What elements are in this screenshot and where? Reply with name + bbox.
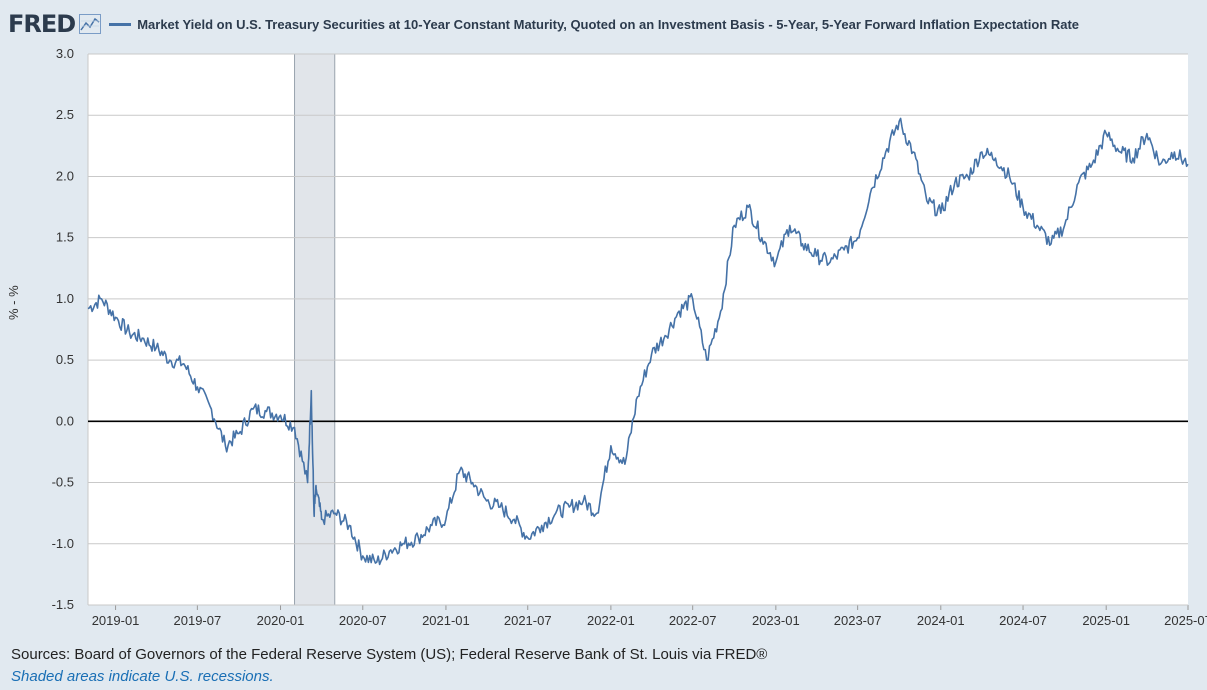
- x-tick-label: 2020-01: [257, 613, 305, 628]
- y-axis-label: % - %: [6, 285, 21, 320]
- x-tick-label: 2025-01: [1082, 613, 1130, 628]
- x-tick-label: 2022-01: [587, 613, 635, 628]
- recession-note-link[interactable]: Shaded areas indicate U.S. recessions.: [11, 668, 274, 685]
- recession-shade: [294, 53, 336, 606]
- x-tick-label: 2022-07: [669, 613, 717, 628]
- x-tick-label: 2024-01: [917, 613, 965, 628]
- x-tick-label: 2019-01: [92, 613, 140, 628]
- x-tick-label: 2023-07: [834, 613, 882, 628]
- x-tick-label: 2021-07: [504, 613, 552, 628]
- line-chart: 3.0 2.5 2.0 1.5 1.0 0.5 0.0 -0.5 -1.0 -1.5 2019-01…: [52, 46, 1207, 628]
- x-tick-label: 2023-01: [752, 613, 800, 628]
- chart-header: FRED Market Yield on U.S. Treasury Secur…: [8, 10, 1079, 38]
- y-tick-label: 1.0: [56, 291, 74, 306]
- y-tick-label: 0.5: [56, 352, 74, 367]
- y-tick-label: 2.0: [56, 168, 74, 183]
- x-tick-label: 2020-07: [339, 613, 387, 628]
- y-tick-label: 0.0: [56, 413, 74, 428]
- fred-logo[interactable]: FRED: [8, 10, 76, 38]
- y-tick-label: 2.5: [56, 107, 74, 122]
- y-tick-label: 3.0: [56, 46, 74, 61]
- y-tick-label: -1.5: [52, 597, 74, 612]
- sources-text: Sources: Board of Governors of the Feder…: [11, 646, 768, 663]
- x-tick-label: 2024-07: [999, 613, 1047, 628]
- plot-area: [88, 54, 1188, 605]
- y-tick-label: 1.5: [56, 230, 74, 245]
- x-tick-label: 2019-07: [174, 613, 222, 628]
- trend-chart-icon: [79, 14, 102, 34]
- y-tick-label: -0.5: [52, 475, 74, 490]
- y-tick-label: -1.0: [52, 536, 74, 551]
- series-line: [87, 117, 1189, 566]
- x-tick-label: 2025-07: [1164, 613, 1207, 628]
- x-tick-label: 2021-01: [422, 613, 470, 628]
- chart-title: Market Yield on U.S. Treasury Securities…: [137, 16, 1080, 32]
- series-legend-swatch: [109, 22, 132, 26]
